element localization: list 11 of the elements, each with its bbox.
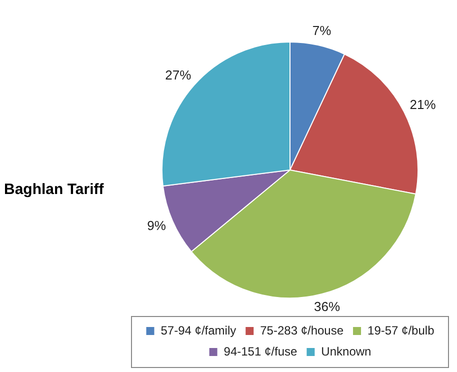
legend-label: 57-94 ¢/family (160, 323, 236, 338)
legend-label: Unknown (321, 344, 372, 358)
text: Baghlan Tariff (4, 181, 105, 198)
legend-label: 75-283 ¢/house (260, 323, 344, 338)
data-label: 36% (314, 299, 341, 314)
data-label: 7% (312, 22, 332, 38)
data-label: 27% (165, 68, 192, 83)
data-label: 9% (147, 218, 166, 233)
legend-label: 19-57 ¢/bulb (368, 323, 435, 338)
legend-label: 94-151 ¢/fuse (224, 344, 298, 358)
data-label: 21% (410, 97, 436, 112)
